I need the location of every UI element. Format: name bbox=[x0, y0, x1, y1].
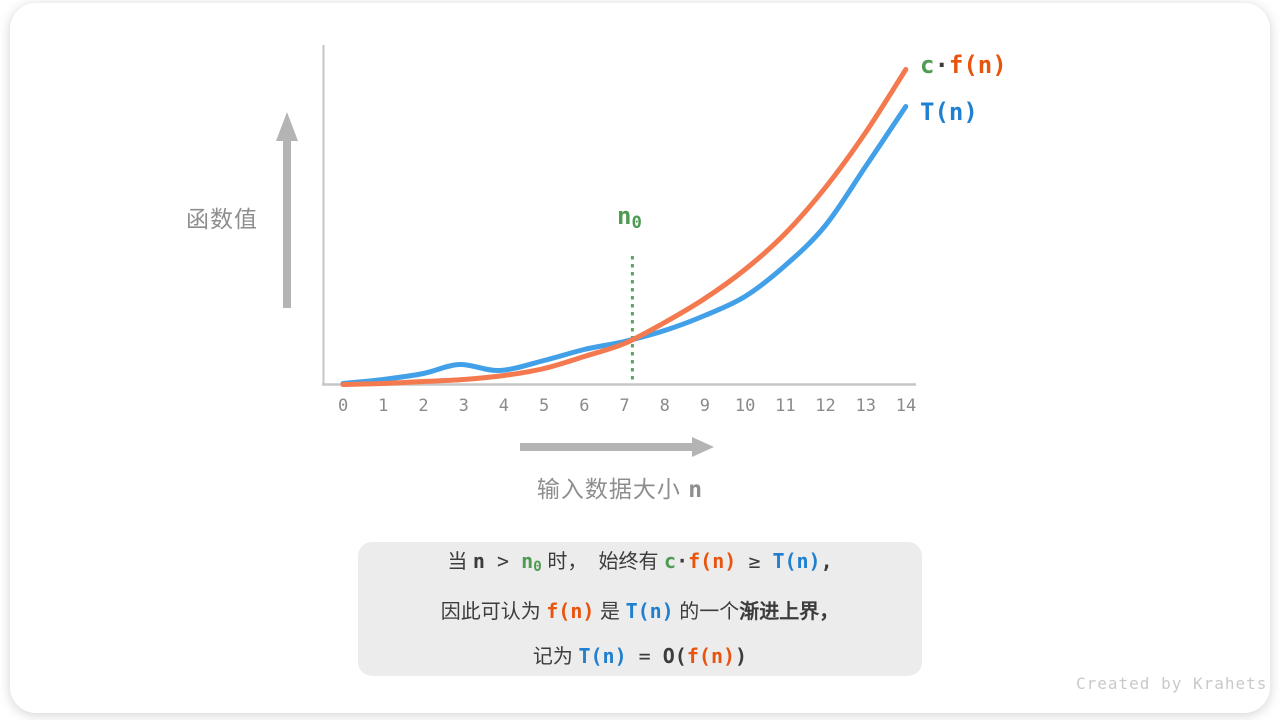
note-line-1: 当 n > n0 时， 始终有 c·f(n) ≥ T(n), bbox=[447, 548, 833, 576]
x-tick-label: 8 bbox=[659, 396, 670, 416]
x-tick-label: 0 bbox=[337, 396, 349, 416]
x-tick-label: 10 bbox=[734, 396, 756, 416]
x-axis-ticks: 0 1 2 3 4 5 6 7 8 9 10 11 12 13 14 bbox=[323, 396, 926, 416]
legend-cfn-label: c·f(n) bbox=[920, 51, 1007, 79]
x-tick-label: 3 bbox=[458, 396, 469, 416]
x-tick-label: 11 bbox=[775, 396, 796, 416]
x-tick-label: 2 bbox=[418, 396, 429, 416]
x-tick-label: 1 bbox=[378, 396, 389, 416]
x-tick-label: 14 bbox=[895, 396, 917, 416]
legend-tn-label: T(n) bbox=[920, 98, 978, 126]
y-axis-label: 函数值 bbox=[186, 206, 258, 232]
note-line-2: 因此可认为 f(n) 是 T(n) 的一个渐进上界， bbox=[440, 599, 840, 624]
x-tick-label: 6 bbox=[579, 396, 590, 416]
note-line-3: 记为 T(n) = O(f(n)) bbox=[532, 644, 748, 669]
n0-annotation-label: n0 bbox=[617, 202, 642, 233]
x-tick-label: 9 bbox=[699, 396, 711, 416]
x-tick-label: 7 bbox=[619, 396, 630, 416]
watermark: Created by Krahets bbox=[1076, 674, 1268, 693]
x-tick-label: 4 bbox=[498, 396, 510, 416]
x-tick-label: 13 bbox=[855, 396, 876, 416]
note-box: 当 n > n0 时， 始终有 c·f(n) ≥ T(n), 因此可认为 f(n… bbox=[358, 542, 922, 676]
x-tick-label: 12 bbox=[815, 396, 836, 416]
x-tick-label: 5 bbox=[538, 396, 550, 416]
x-axis-label: 输入数据大小 n bbox=[536, 476, 704, 503]
